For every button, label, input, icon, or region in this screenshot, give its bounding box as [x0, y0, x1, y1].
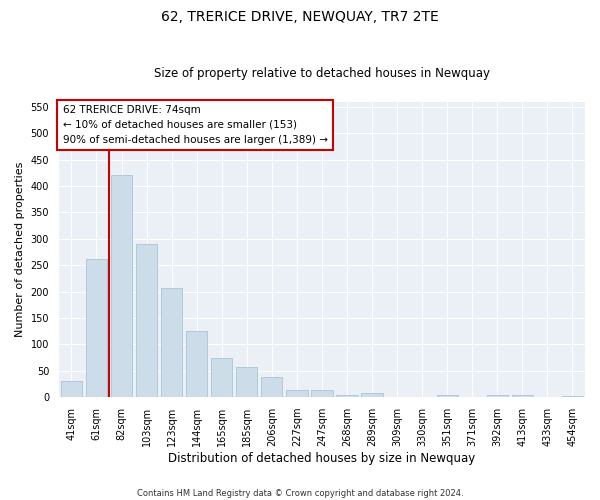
- Text: Contains HM Land Registry data © Crown copyright and database right 2024.: Contains HM Land Registry data © Crown c…: [137, 488, 463, 498]
- Y-axis label: Number of detached properties: Number of detached properties: [15, 162, 25, 337]
- Bar: [111, 176, 132, 397]
- Bar: [136, 244, 157, 397]
- Bar: [261, 376, 283, 397]
- Bar: [186, 330, 208, 397]
- Bar: [311, 390, 332, 397]
- Bar: [512, 395, 533, 397]
- Bar: [562, 396, 583, 397]
- Bar: [437, 395, 458, 397]
- Text: 62, TRERICE DRIVE, NEWQUAY, TR7 2TE: 62, TRERICE DRIVE, NEWQUAY, TR7 2TE: [161, 10, 439, 24]
- Text: 62 TRERICE DRIVE: 74sqm
← 10% of detached houses are smaller (153)
90% of semi-d: 62 TRERICE DRIVE: 74sqm ← 10% of detache…: [62, 105, 328, 145]
- Bar: [487, 394, 508, 397]
- Bar: [337, 394, 358, 397]
- Bar: [86, 259, 107, 397]
- Bar: [161, 288, 182, 397]
- Title: Size of property relative to detached houses in Newquay: Size of property relative to detached ho…: [154, 66, 490, 80]
- Bar: [61, 381, 82, 397]
- Bar: [211, 358, 232, 397]
- Bar: [361, 393, 383, 397]
- X-axis label: Distribution of detached houses by size in Newquay: Distribution of detached houses by size …: [169, 452, 476, 465]
- Bar: [236, 366, 257, 397]
- Bar: [286, 390, 308, 397]
